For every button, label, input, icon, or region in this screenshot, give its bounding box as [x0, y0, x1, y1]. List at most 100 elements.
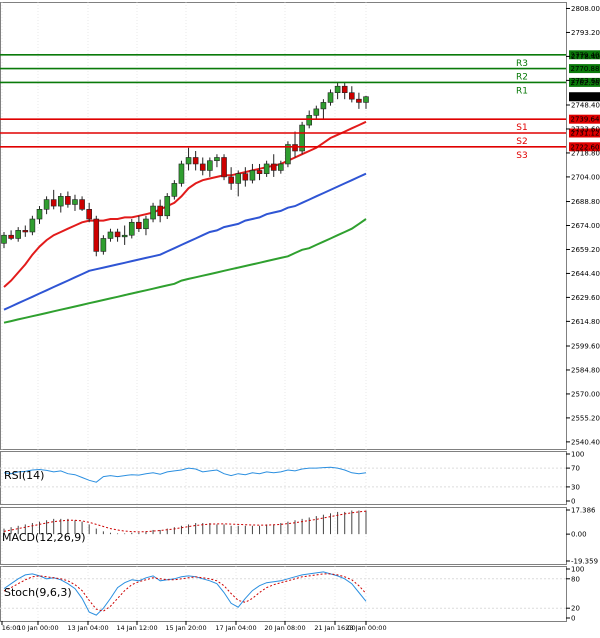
candle	[157, 199, 163, 223]
candle-body	[100, 238, 107, 252]
level-price-box	[569, 142, 600, 152]
level-label-r1: R1	[516, 86, 528, 96]
price-tick-label: 2584.80	[571, 366, 600, 374]
candle	[313, 105, 320, 119]
level-label-s1: S1	[516, 123, 527, 133]
candle-body	[228, 176, 234, 184]
rsi-tick-label: 100	[571, 451, 584, 459]
price-tick-label: 2629.60	[571, 294, 600, 302]
candle	[171, 180, 178, 200]
candle-body	[114, 231, 121, 238]
candle-body	[356, 98, 362, 103]
candle	[278, 160, 284, 174]
candle	[86, 202, 92, 223]
pivot-levels: R3 2779.40 R2 2770.88 R1 2762.36 S1 2739.64 S2 27…	[0, 50, 600, 161]
moving-averages	[3, 120, 367, 324]
rsi-line	[3, 466, 367, 483]
candle-body	[306, 115, 313, 126]
candle	[249, 163, 256, 184]
candle	[100, 235, 107, 255]
price-tick-label: 2540.40	[571, 438, 600, 446]
candle	[185, 147, 192, 171]
candle-body	[320, 102, 327, 110]
price-tick-label: 2733.60	[571, 125, 600, 133]
candle-body	[199, 163, 206, 171]
last-price-label: 2753.51	[571, 93, 600, 101]
candle	[43, 196, 50, 215]
moving-average-ma_fast	[3, 120, 367, 288]
price-tick-label: 2704.00	[571, 173, 600, 181]
candle-body	[72, 199, 78, 205]
stoch-line-k	[3, 571, 367, 616]
candle-body	[150, 205, 156, 220]
candle-body	[292, 144, 298, 152]
rsi-tick-label: 0	[571, 498, 575, 506]
level-price-label: 2779.40	[571, 51, 600, 59]
candle-body	[313, 108, 320, 116]
candle	[8, 230, 14, 241]
level-price-box	[569, 77, 600, 87]
price-tick-label: 2599.60	[571, 342, 600, 350]
candle	[136, 215, 142, 232]
time-tick-label: 15 Jan 20:00	[165, 624, 206, 632]
stoch-title: Stoch(9,6,3)	[4, 586, 72, 599]
candle-body	[278, 163, 284, 171]
candle	[270, 154, 277, 177]
candle	[199, 157, 206, 176]
candle	[192, 151, 199, 171]
candle	[72, 194, 78, 211]
candle-body	[285, 144, 291, 165]
price-tick-label: 2718.80	[571, 149, 600, 157]
time-tick-label: 17 Jan 04:00	[215, 624, 256, 632]
price-tick-label: 2570.00	[571, 390, 600, 398]
time-tick-label: 14 Jan 12:00	[116, 624, 157, 632]
candle	[207, 157, 213, 177]
candle-body	[121, 234, 128, 238]
candle-body	[349, 92, 355, 100]
candle	[341, 82, 348, 100]
time-tick-label: 13 Jan 04:00	[67, 624, 108, 632]
candle-body	[8, 234, 14, 239]
stoch-tick-label: 80	[571, 575, 580, 583]
candle	[214, 154, 220, 168]
time-tick-label: 9 Jan 16:00	[0, 624, 21, 632]
candle	[292, 131, 298, 158]
candle-body	[263, 163, 270, 174]
candle-body	[171, 183, 178, 197]
indicator-plots: RSI(14) MACD(12,26,9) Stoch(9,6,3)	[2, 466, 367, 616]
macd-title: MACD(12,26,9)	[2, 531, 86, 544]
price-tick-label: 2748.40	[571, 102, 600, 110]
candle-body	[65, 196, 71, 205]
level-price-label: 2770.88	[571, 65, 600, 73]
candle-body	[93, 218, 100, 252]
rsi-tick-label: 70	[571, 465, 580, 473]
last-price-box	[569, 92, 600, 102]
candle	[22, 225, 29, 237]
panel-frame-rsi	[0, 451, 567, 505]
grid-lines	[0, 2, 566, 621]
candle	[356, 92, 362, 109]
time-tick-label: 21 Jan 16:00	[314, 624, 355, 632]
macd-tick-label: -19.359	[571, 558, 598, 566]
level-label-s2: S2	[516, 137, 527, 147]
level-label-r2: R2	[516, 73, 528, 83]
candle-body	[256, 170, 263, 174]
rsi-title: RSI(14)	[4, 469, 44, 482]
candle	[363, 95, 369, 109]
price-tick-label: 2688.80	[571, 198, 600, 206]
candle-body	[143, 218, 149, 230]
candle	[320, 99, 327, 119]
candle-body	[249, 170, 256, 181]
candle-body	[185, 157, 192, 165]
candle-body	[107, 231, 114, 239]
candle	[150, 202, 156, 223]
candle	[349, 86, 355, 103]
candle-body	[334, 85, 341, 93]
candle	[1, 231, 7, 249]
candle	[178, 160, 185, 187]
candle	[221, 154, 227, 181]
candle	[235, 170, 242, 197]
candle	[164, 193, 171, 220]
candle-body	[1, 234, 7, 244]
candle	[256, 163, 263, 181]
